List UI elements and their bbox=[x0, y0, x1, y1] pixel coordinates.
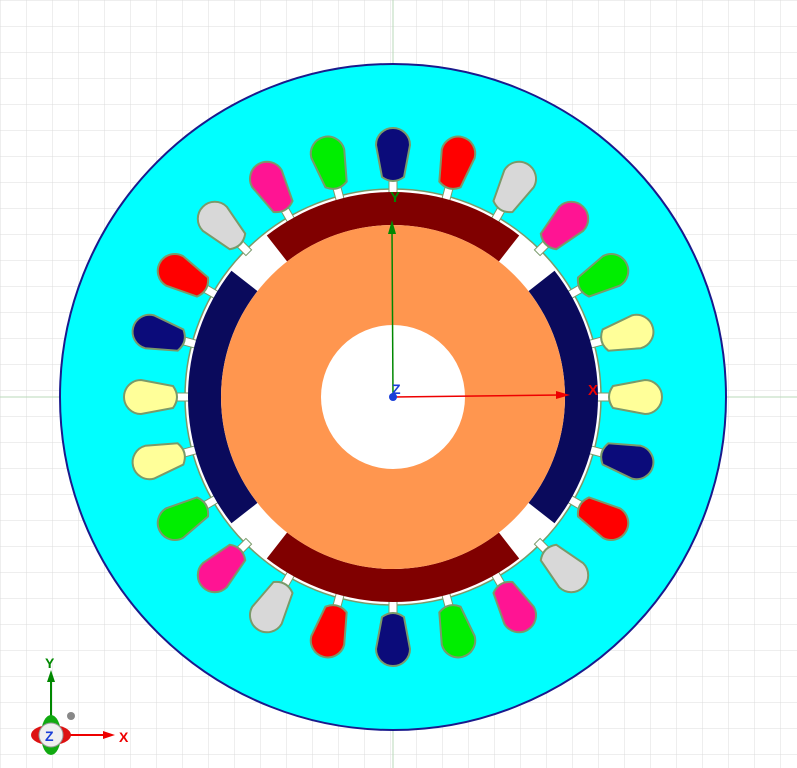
slot-winding[interactable] bbox=[432, 133, 479, 193]
slot-winding[interactable] bbox=[152, 248, 215, 304]
slot-winding[interactable] bbox=[597, 436, 657, 483]
stator-slot[interactable] bbox=[561, 484, 634, 546]
stator-slot[interactable] bbox=[307, 590, 357, 662]
z-axis-origin bbox=[389, 393, 397, 401]
x-axis-arrow bbox=[556, 391, 570, 399]
slot-winding[interactable] bbox=[486, 156, 542, 219]
rotor-magnet[interactable] bbox=[528, 270, 599, 524]
slot-winding[interactable] bbox=[374, 127, 412, 182]
stator-slot[interactable] bbox=[191, 195, 261, 265]
rotor-magnet[interactable] bbox=[266, 532, 520, 603]
stator-slot[interactable] bbox=[152, 484, 225, 546]
orientation-triad[interactable]: Y X Z bbox=[31, 655, 129, 755]
slot-winding[interactable] bbox=[534, 195, 596, 257]
stator-slot[interactable] bbox=[586, 433, 658, 483]
slot-winding[interactable] bbox=[123, 378, 178, 416]
slot-winding[interactable] bbox=[307, 133, 354, 193]
slot-winding[interactable] bbox=[534, 538, 596, 600]
x-axis-label: X bbox=[588, 382, 598, 399]
stator-slots[interactable] bbox=[123, 127, 663, 667]
triad-x-arrow bbox=[103, 731, 115, 739]
slot-winding[interactable] bbox=[486, 576, 542, 639]
slot-winding[interactable] bbox=[597, 311, 657, 358]
stator-slot[interactable] bbox=[525, 195, 595, 265]
y-axis-line bbox=[391, 229, 394, 398]
triad-x-label: X bbox=[119, 729, 129, 745]
slot-winding[interactable] bbox=[608, 378, 663, 416]
y-axis-label: Y bbox=[390, 189, 400, 206]
triad-y-arrow bbox=[47, 670, 55, 682]
stator-slot[interactable] bbox=[586, 311, 658, 361]
triad-y-label: Y bbox=[45, 655, 55, 671]
stator-slot[interactable] bbox=[429, 590, 479, 662]
coordinate-axes: X Y Z bbox=[388, 189, 598, 401]
stator-slot[interactable] bbox=[307, 133, 357, 205]
stator-slot[interactable] bbox=[191, 529, 261, 599]
slot-winding[interactable] bbox=[307, 601, 354, 661]
slot-winding[interactable] bbox=[191, 195, 253, 257]
rotor-magnet[interactable] bbox=[266, 191, 520, 262]
slot-winding[interactable] bbox=[152, 490, 215, 546]
rotor-magnets[interactable] bbox=[187, 191, 599, 603]
triad-z-label: Z bbox=[45, 728, 54, 744]
slot-winding[interactable] bbox=[191, 538, 253, 600]
slot-winding[interactable] bbox=[572, 248, 635, 304]
slot-winding[interactable] bbox=[432, 601, 479, 661]
rotor-magnet[interactable] bbox=[187, 270, 258, 524]
z-axis-label: Z bbox=[392, 381, 401, 397]
slot-winding[interactable] bbox=[129, 311, 189, 358]
stator-slot[interactable] bbox=[123, 378, 190, 416]
x-axis-line bbox=[392, 394, 561, 398]
stator-slot[interactable] bbox=[596, 378, 663, 416]
y-axis-arrow bbox=[388, 220, 396, 234]
stator-slot[interactable] bbox=[525, 529, 595, 599]
slot-winding[interactable] bbox=[244, 576, 300, 639]
slot-winding[interactable] bbox=[129, 436, 189, 483]
slot-winding[interactable] bbox=[244, 156, 300, 219]
stator-slot[interactable] bbox=[152, 248, 225, 310]
triad-handle[interactable] bbox=[67, 712, 75, 720]
stator-slot[interactable] bbox=[480, 156, 542, 229]
stator-slot[interactable] bbox=[374, 600, 412, 667]
stator-slot[interactable] bbox=[129, 311, 201, 361]
slot-winding[interactable] bbox=[374, 612, 412, 667]
stator-slot[interactable] bbox=[561, 248, 634, 310]
stator-slot[interactable] bbox=[244, 565, 306, 638]
slot-winding[interactable] bbox=[572, 490, 635, 546]
triad-center-cube bbox=[38, 722, 64, 748]
